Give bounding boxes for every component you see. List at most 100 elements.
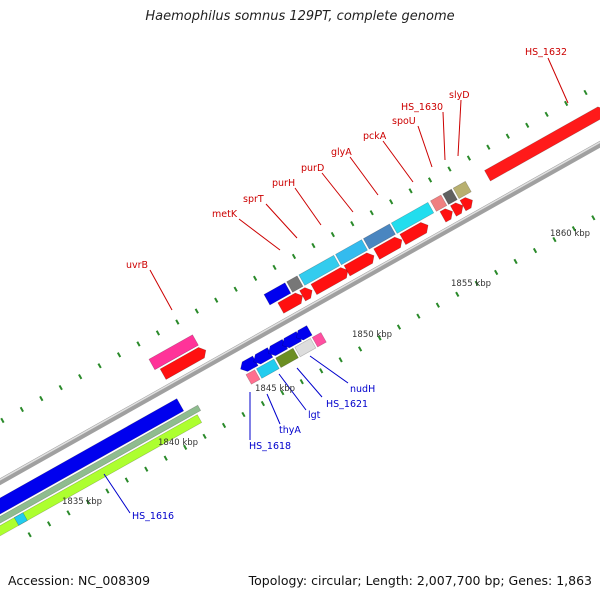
scale-label-1840: 1840 kbp: [158, 438, 198, 448]
scale-labels: 1835 kbp 1840 kbp 1845 kbp 1850 kbp 1855…: [62, 229, 590, 507]
tick-mark: [202, 433, 207, 440]
scale-label-1845: 1845 kbp: [255, 384, 295, 394]
genome-summary-text: Topology: circular; Length: 2,007,700 bp…: [248, 573, 592, 588]
tick-mark: [389, 199, 394, 205]
tick-mark: [272, 264, 277, 271]
gene-thyA: [256, 358, 280, 379]
forward-arrow-7: [450, 202, 464, 217]
tick-mark: [591, 215, 596, 221]
gene-label-lgt: lgt: [308, 410, 321, 421]
label-leader-lines: [103, 57, 569, 514]
forward-arrow-2: [310, 267, 349, 296]
feature-tracks: [0, 106, 600, 537]
forward-arrow-6: [439, 208, 453, 223]
tick-mark: [377, 335, 382, 341]
tick-mark: [455, 291, 460, 297]
tick-mark: [486, 144, 491, 150]
tick-mark: [39, 395, 44, 402]
gene-lgt: [275, 347, 299, 368]
tick-mark: [19, 406, 24, 413]
scale-label-1835: 1835 kbp: [62, 497, 102, 507]
tick-mark: [163, 455, 168, 461]
gene-HS_1621: [294, 337, 317, 358]
tick-mark: [85, 499, 91, 505]
gene-sprT: [286, 275, 304, 293]
tick-mark: [474, 280, 479, 287]
tick-mark: [155, 330, 161, 336]
tick-mark: [27, 532, 32, 538]
tick-mark: [175, 319, 180, 325]
gene-metK: [263, 282, 292, 306]
forward-arrow-0: [277, 292, 303, 314]
gene-label-spoU: spoU: [392, 116, 416, 127]
gene-label-nudH: nudH: [350, 384, 375, 395]
tick-mark: [291, 253, 297, 260]
gene-nudH: [311, 332, 327, 348]
tick-mark: [544, 111, 549, 118]
tick-mark: [66, 510, 71, 516]
tick-mark: [260, 400, 266, 407]
tick-mark: [396, 324, 402, 330]
accession-text: Accession: NC_008309: [8, 573, 151, 588]
tick-mark: [513, 258, 518, 265]
tick-mark: [564, 100, 569, 107]
gene-label-sprT: sprT: [243, 194, 264, 205]
forward-arrow-1: [299, 287, 313, 302]
tick-mark: [330, 231, 335, 238]
gene-HS_1630: [430, 194, 448, 212]
tick-mark: [435, 302, 440, 308]
track-gray-green: [0, 404, 202, 524]
tick-mark: [233, 286, 238, 292]
tick-mark: [78, 374, 83, 380]
gene-label-HS_1630: HS_1630: [401, 102, 443, 113]
forward-arrow-8: [459, 197, 473, 212]
tick-mark: [532, 247, 538, 254]
scale-label-1850: 1850 kbp: [352, 330, 392, 340]
tick-mark: [253, 275, 258, 281]
gene-label-HS_1616: HS_1616: [132, 511, 174, 522]
tick-mark: [124, 477, 129, 483]
tick-mark: [357, 346, 363, 352]
gene-label-purH: purH: [272, 178, 295, 189]
tick-mark: [571, 226, 577, 232]
reverse-gene-labels: nudH HS_1621 lgt thyA HS_1618 HS_1616: [132, 384, 375, 522]
gene-pckA: [390, 201, 435, 234]
gene-HS_1616: [0, 398, 185, 515]
tick-mark: [214, 297, 219, 303]
tick-mark: [408, 188, 413, 194]
forward-gene-labels: HS_1632 slyD HS_1630 spoU pckA glyA purD…: [126, 47, 567, 271]
tick-mark: [369, 210, 374, 216]
gene-label-thyA: thyA: [279, 425, 301, 436]
tick-mark: [505, 133, 510, 139]
gene-label-slyD: slyD: [449, 90, 470, 101]
tick-mark: [0, 417, 5, 424]
tick-mark: [338, 357, 343, 363]
gene-purD: [335, 239, 368, 266]
forward-arrow-4: [373, 236, 403, 260]
gene-purH: [298, 254, 341, 286]
track-cyan-end: [13, 512, 28, 526]
gene-uvrB-arrow: [159, 347, 207, 380]
tick-mark: [105, 488, 110, 494]
tick-mark: [46, 521, 52, 527]
tick-mark: [221, 422, 227, 429]
track-yellow-green: [0, 414, 203, 537]
forward-arrow-5: [399, 222, 429, 246]
tick-mark: [136, 341, 141, 347]
tick-marks: [0, 89, 596, 538]
reverse-arrow-1: [253, 347, 274, 365]
map-title: Haemophilus somnus 129PT, complete genom…: [145, 9, 455, 24]
tick-mark: [416, 313, 421, 319]
gene-label-purD: purD: [301, 163, 324, 174]
gene-label-HS_1632: HS_1632: [525, 47, 567, 58]
gene-label-glyA: glyA: [331, 147, 352, 158]
scale-label-1860: 1860 kbp: [550, 229, 590, 239]
tick-mark: [447, 166, 452, 172]
gene-label-HS_1618: HS_1618: [249, 441, 291, 452]
tick-mark: [319, 368, 324, 374]
gene-label-uvrB: uvrB: [126, 260, 148, 271]
tick-mark: [525, 122, 530, 128]
gene-slyD: [452, 180, 472, 200]
tick-mark: [241, 411, 246, 418]
